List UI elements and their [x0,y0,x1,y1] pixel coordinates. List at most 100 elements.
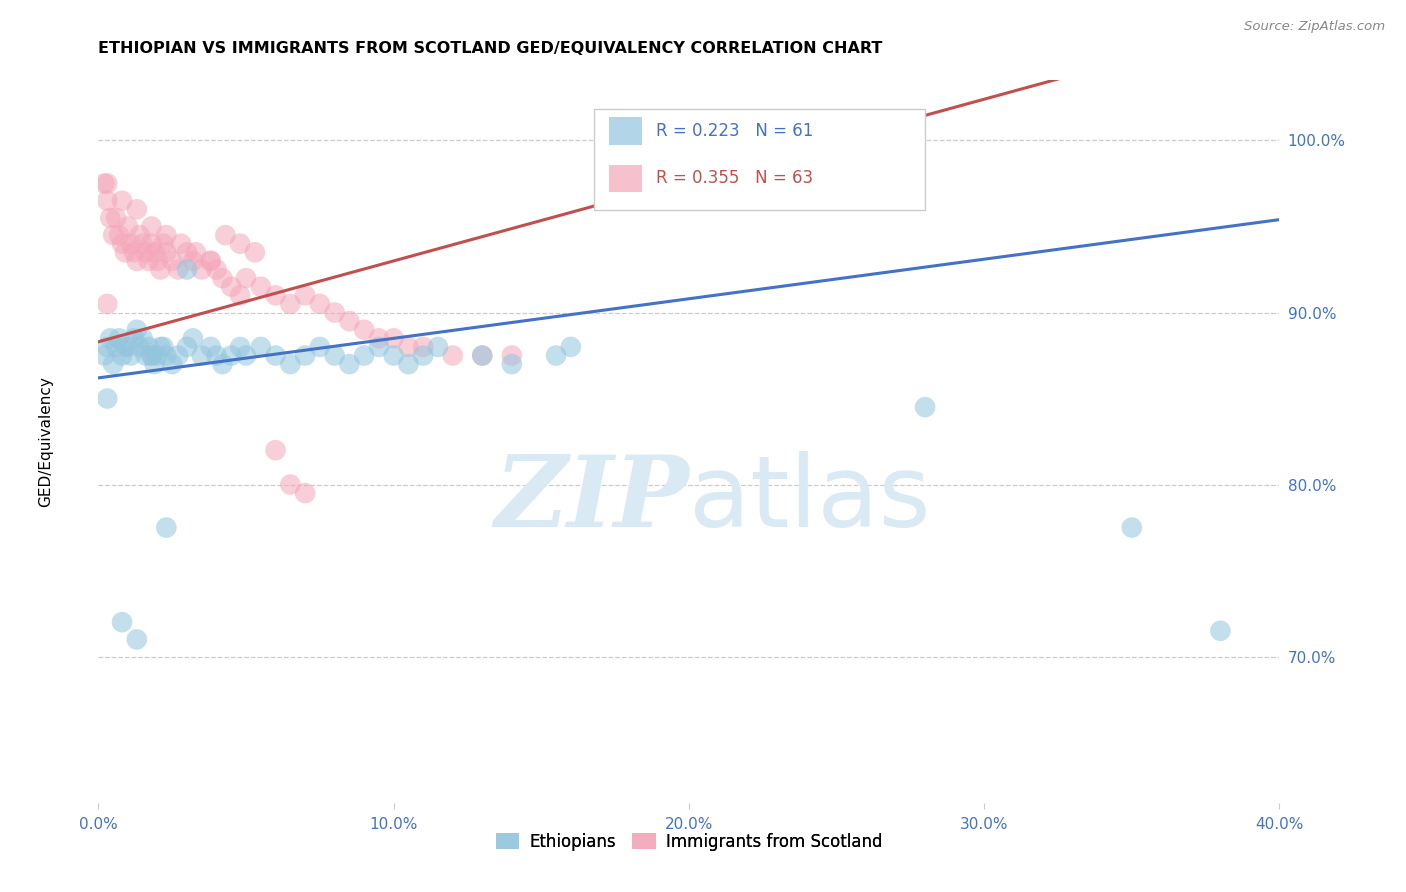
Point [146,349,169,363]
Point [229,236,252,251]
Point [96,340,118,354]
Point [235,349,257,363]
Point [368,331,391,345]
Point [132,236,155,251]
Point [205,262,228,277]
Point [96,194,118,208]
Point [280,297,302,311]
Point [98,211,121,225]
Point [141,349,163,363]
Point [398,340,420,354]
Point [146,253,169,268]
Point [162,253,183,268]
Point [152,340,174,354]
Point [264,349,287,363]
Text: R = 0.355   N = 63: R = 0.355 N = 63 [655,169,813,187]
Point [122,331,145,345]
FancyBboxPatch shape [609,117,641,145]
FancyBboxPatch shape [595,109,925,211]
Point [181,253,204,268]
Point [294,349,316,363]
Point [167,262,190,277]
Point [191,262,214,277]
Point [825,185,848,199]
Point [205,349,228,363]
Point [412,340,434,354]
Point [103,357,125,371]
Text: GED/Equivalency: GED/Equivalency [38,376,53,507]
Point [382,331,405,345]
Point [501,349,523,363]
Point [323,349,346,363]
Point [143,245,166,260]
Point [181,331,204,345]
Point [125,202,148,217]
Point [309,340,332,354]
Point [200,253,222,268]
Point [96,392,118,406]
Point [176,340,198,354]
Point [117,340,139,354]
Point [125,323,148,337]
Point [294,486,316,500]
Point [138,253,160,268]
Point [108,331,131,345]
Point [250,279,273,293]
Point [211,271,233,285]
Point [111,349,134,363]
Point [914,400,936,414]
Text: atlas: atlas [689,450,931,548]
Point [235,271,257,285]
Point [120,236,142,251]
Point [737,133,759,147]
Legend: Ethiopians, Immigrants from Scotland: Ethiopians, Immigrants from Scotland [488,825,890,860]
Point [280,357,302,371]
Point [501,357,523,371]
Point [339,314,361,328]
Point [200,253,222,268]
Point [229,288,252,302]
Point [135,349,157,363]
Point [122,245,145,260]
Point [93,349,115,363]
Point [98,331,121,345]
Point [560,340,582,354]
Point [149,340,172,354]
Point [108,228,131,243]
Point [149,262,172,277]
FancyBboxPatch shape [609,165,641,192]
Point [155,349,177,363]
Point [138,340,160,354]
Point [471,349,494,363]
Point [141,236,163,251]
Point [398,357,420,371]
Point [353,323,375,337]
Point [1209,624,1232,638]
Point [128,228,150,243]
Point [125,632,148,647]
Point [170,236,193,251]
Point [111,615,134,630]
Point [105,211,128,225]
Point [211,357,233,371]
Point [155,245,177,260]
Point [141,219,163,234]
Point [176,245,198,260]
Point [280,477,302,491]
Point [167,349,190,363]
Point [191,349,214,363]
Point [229,340,252,354]
Text: ZIP: ZIP [494,451,689,548]
Point [114,340,136,354]
Point [114,245,136,260]
Point [143,357,166,371]
Point [243,245,266,260]
Point [427,340,450,354]
Text: Source: ZipAtlas.com: Source: ZipAtlas.com [1244,20,1385,33]
Point [221,279,243,293]
Point [1121,520,1143,534]
Point [184,245,207,260]
Point [128,340,150,354]
Point [93,177,115,191]
Point [250,340,273,354]
